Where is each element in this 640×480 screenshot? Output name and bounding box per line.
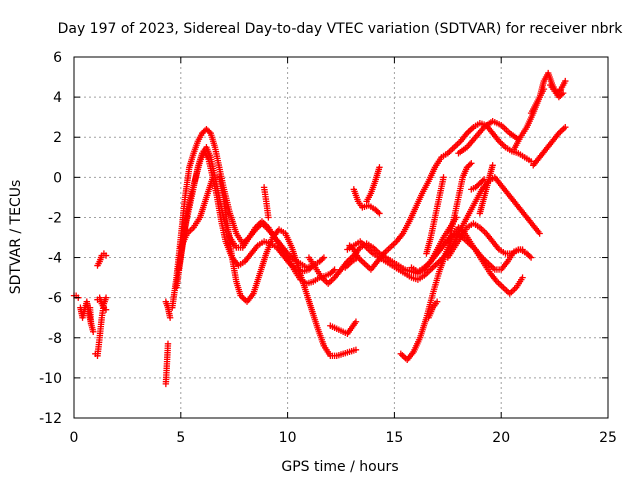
series-arc-19 bbox=[350, 186, 383, 217]
data-point bbox=[519, 274, 526, 281]
x-tick-label: 15 bbox=[385, 430, 403, 446]
x-tick-label: 20 bbox=[492, 430, 510, 446]
x-axis-label: GPS time / hours bbox=[281, 459, 398, 475]
chart-title: Day 197 of 2023, Sidereal Day-to-day VTE… bbox=[58, 21, 624, 37]
data-point bbox=[519, 246, 526, 253]
plot-frame bbox=[73, 56, 609, 419]
data-point bbox=[352, 346, 360, 354]
data-point bbox=[558, 91, 565, 98]
series-arc-13 bbox=[260, 184, 272, 221]
data-point bbox=[556, 87, 563, 94]
series-arc-31 bbox=[527, 85, 548, 117]
series-arc-6 bbox=[94, 250, 110, 269]
data-point bbox=[352, 318, 360, 325]
data-point bbox=[562, 123, 569, 131]
data-point bbox=[164, 340, 172, 347]
data-point bbox=[265, 214, 272, 221]
series-arc-8 bbox=[162, 298, 174, 321]
data-point bbox=[374, 208, 382, 216]
x-tick-label: 25 bbox=[599, 430, 617, 446]
data-point bbox=[562, 77, 569, 85]
y-tick-label: -6 bbox=[48, 291, 62, 307]
data-point bbox=[433, 298, 441, 305]
series-arc-24 bbox=[425, 298, 441, 321]
series-arc-18 bbox=[346, 242, 362, 261]
series-arc-26 bbox=[444, 220, 526, 261]
data-marks bbox=[70, 69, 569, 388]
data-point bbox=[354, 254, 362, 261]
data-point bbox=[166, 314, 174, 321]
series-arc-25 bbox=[446, 160, 475, 241]
x-tick-label: 0 bbox=[70, 430, 79, 446]
series-arc-7 bbox=[162, 340, 172, 388]
x-tick-label: 10 bbox=[279, 430, 297, 446]
series-arc-20 bbox=[363, 164, 383, 205]
y-tick-label: -12 bbox=[39, 411, 62, 427]
series-arc-32 bbox=[530, 123, 569, 169]
data-point bbox=[527, 254, 535, 261]
series-arc-29 bbox=[455, 117, 522, 157]
y-tick-label: 2 bbox=[53, 130, 62, 146]
series-arc-16 bbox=[342, 119, 535, 273]
data-point bbox=[376, 164, 383, 171]
data-point bbox=[536, 230, 543, 237]
data-point bbox=[440, 174, 447, 181]
series-arc-15 bbox=[327, 318, 360, 337]
series-arc-33 bbox=[547, 81, 567, 101]
data-point bbox=[206, 128, 213, 136]
data-point bbox=[527, 158, 535, 165]
data-point bbox=[479, 177, 486, 184]
series-arc-3 bbox=[86, 304, 97, 335]
y-tick-label: 0 bbox=[53, 170, 62, 186]
y-tick-label: 4 bbox=[53, 90, 62, 106]
y-tick-label: 6 bbox=[53, 50, 62, 66]
data-point bbox=[349, 244, 356, 252]
series-arc-17 bbox=[344, 174, 543, 283]
data-point bbox=[468, 160, 475, 167]
data-point bbox=[526, 253, 533, 260]
series-arc-5 bbox=[94, 294, 110, 313]
data-point bbox=[559, 89, 567, 97]
data-point bbox=[102, 306, 110, 313]
data-point bbox=[102, 252, 110, 259]
series-arc-12 bbox=[177, 174, 360, 360]
axes: 0 5 10 15 20 25 -12 -10 -8 -6 -4 -2 0 2 4 6 bbox=[39, 50, 617, 446]
data-point bbox=[320, 254, 328, 261]
data-point bbox=[331, 266, 338, 273]
data-point bbox=[90, 328, 97, 335]
x-tick-label: 5 bbox=[176, 430, 185, 446]
data-point bbox=[102, 294, 110, 301]
data-point bbox=[466, 161, 474, 168]
data-point bbox=[540, 85, 548, 93]
y-tick-label: -2 bbox=[48, 210, 62, 226]
series-arc-23 bbox=[423, 174, 447, 257]
y-tick-label: -10 bbox=[39, 371, 62, 387]
series-arc-28 bbox=[476, 162, 496, 217]
y-axis-label: SDTVAR / TECUs bbox=[8, 180, 24, 295]
y-tick-label: -8 bbox=[48, 331, 62, 347]
data-point bbox=[319, 255, 326, 263]
data-point bbox=[329, 267, 337, 275]
data-point bbox=[489, 162, 496, 169]
data-point bbox=[376, 210, 383, 217]
y-tick-label: -4 bbox=[48, 251, 62, 267]
